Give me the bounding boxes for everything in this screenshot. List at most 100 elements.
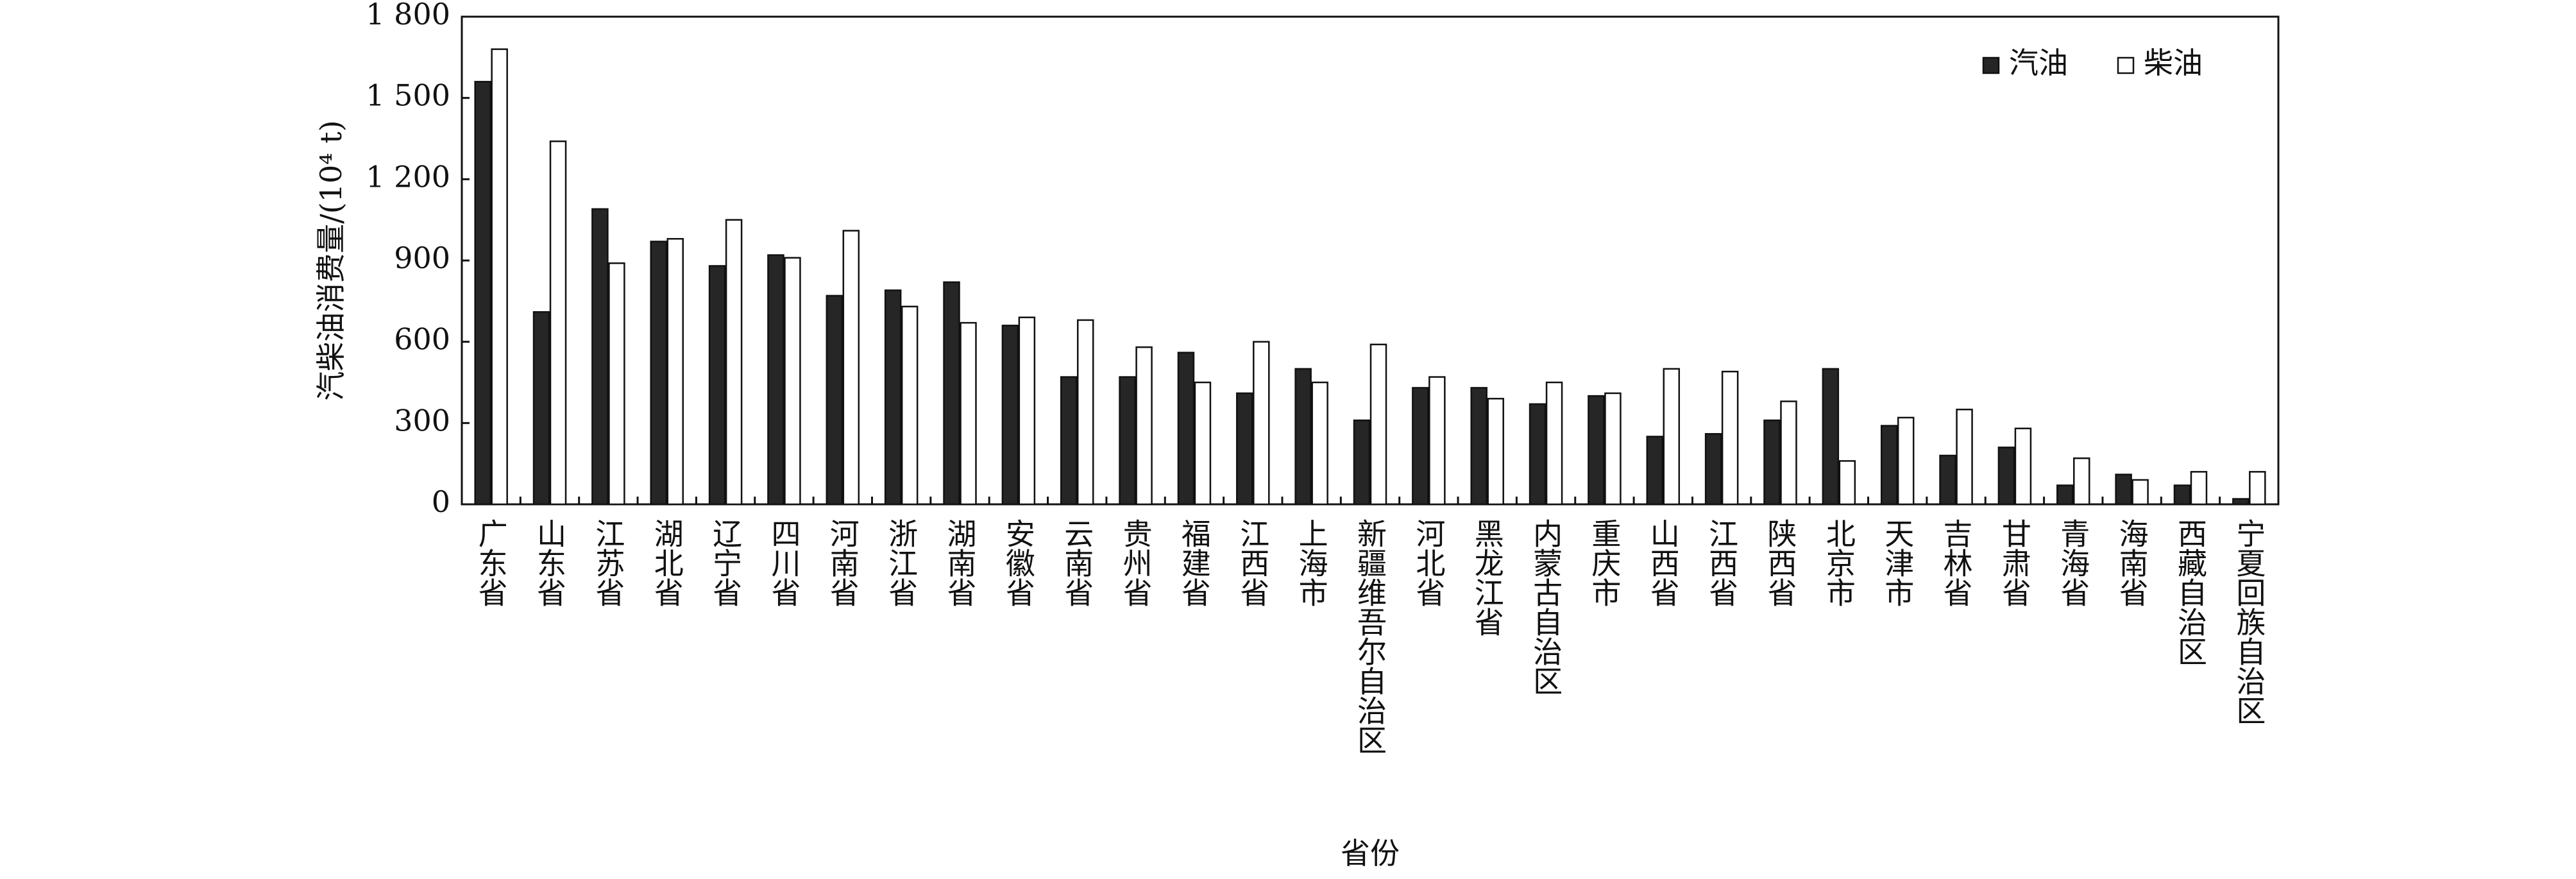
- bar: [1018, 316, 1036, 506]
- x-tick-label: 广东省: [474, 518, 509, 607]
- bar: [2115, 474, 2132, 506]
- x-tick-label: 西藏自治区: [2173, 518, 2208, 666]
- y-tick-label: 1 800: [366, 0, 450, 31]
- bar: [1997, 447, 2015, 506]
- x-tick-label: 江苏省: [591, 518, 625, 607]
- y-tick-label: 1 200: [366, 159, 450, 194]
- bar: [842, 230, 860, 506]
- bar: [650, 241, 667, 506]
- bar: [1369, 343, 1387, 506]
- y-tick-label: 1 500: [366, 78, 450, 113]
- bar: [884, 289, 902, 506]
- x-tick-label: 浙江省: [884, 518, 919, 607]
- y-tick-label: 0: [432, 484, 450, 519]
- x-axis-title: 省份: [1341, 836, 1400, 871]
- x-tick-label: 海南省: [2115, 518, 2149, 607]
- bar: [608, 262, 625, 506]
- x-tick-label: 黑龙江省: [1470, 518, 1505, 636]
- x-tick-label: 云南省: [1060, 518, 1094, 607]
- bar: [1428, 376, 1446, 506]
- bar: [2073, 457, 2090, 506]
- y-tick-label: 300: [394, 403, 450, 438]
- legend-swatch: [2117, 56, 2135, 74]
- x-tick-label: 贵州省: [1119, 518, 1153, 607]
- bar: [666, 237, 684, 506]
- x-tick-label: 宁夏回族自治区: [2232, 518, 2266, 725]
- y-tick-label: 600: [394, 322, 450, 357]
- y-axis-title: 汽柴油消费量/(10⁴ t): [314, 120, 348, 400]
- legend-swatch: [1982, 56, 2000, 74]
- bar: [725, 219, 743, 506]
- bar: [1135, 346, 1153, 506]
- bar: [1311, 381, 1328, 506]
- bar: [491, 48, 508, 506]
- bar: [1721, 370, 1739, 506]
- x-tick-label: 辽宁省: [708, 518, 743, 607]
- bar: [1294, 368, 1312, 506]
- bar: [1780, 400, 1797, 506]
- bar: [1076, 319, 1094, 506]
- bar: [1604, 392, 1622, 506]
- bar: [1412, 387, 1429, 506]
- bar: [1487, 398, 1504, 506]
- bar: [1956, 408, 1973, 506]
- x-tick-label: 新疆维吾尔自治区: [1353, 518, 1387, 755]
- bar: [1897, 416, 1915, 506]
- x-tick-label: 湖南省: [943, 518, 978, 607]
- bar: [1236, 392, 1253, 506]
- legend-label: 汽油: [2009, 46, 2068, 80]
- bar: [901, 305, 919, 506]
- bar: [532, 311, 550, 506]
- bar: [943, 281, 960, 506]
- y-tick-label: 900: [394, 241, 450, 275]
- bar: [1763, 419, 1781, 506]
- bar: [1253, 341, 1270, 506]
- legend-label: 柴油: [2144, 46, 2203, 80]
- bar: [2056, 484, 2074, 506]
- bar: [2232, 498, 2250, 506]
- bar: [1353, 419, 1371, 506]
- bar: [1646, 436, 1664, 506]
- bar: [1177, 352, 1195, 506]
- bar: [2190, 471, 2208, 506]
- bar: [549, 140, 567, 506]
- bar: [1470, 387, 1487, 506]
- bar: [2014, 427, 2032, 506]
- bar: [784, 257, 801, 506]
- x-tick-label: 重庆市: [1587, 518, 1622, 607]
- x-tick-label: 湖北省: [650, 518, 684, 607]
- bar: [1838, 460, 1856, 506]
- bar: [1545, 381, 1563, 506]
- bar: [2131, 479, 2149, 506]
- bar: [1588, 395, 1605, 506]
- bar: [1822, 368, 1840, 506]
- x-tick-label: 河南省: [826, 518, 860, 607]
- x-tick-label: 江西省: [1235, 518, 1270, 607]
- x-tick-label: 江西省: [1704, 518, 1739, 607]
- bar: [591, 208, 609, 506]
- bar: [1880, 425, 1898, 506]
- bar: [2173, 484, 2191, 506]
- x-tick-label: 山西省: [1646, 518, 1681, 607]
- x-tick-label: 陕西省: [1763, 518, 1797, 607]
- bar: [474, 81, 491, 506]
- bar: [1939, 454, 1956, 506]
- bar: [1060, 376, 1078, 506]
- x-tick-label: 内蒙古自治区: [1529, 518, 1563, 696]
- x-tick-label: 河北省: [1411, 518, 1446, 607]
- x-tick-label: 福建省: [1177, 518, 1212, 607]
- x-tick-label: 吉林省: [1939, 518, 1974, 607]
- bar: [708, 265, 726, 506]
- bar: [1194, 381, 1212, 506]
- bar: [1704, 432, 1722, 506]
- x-tick-label: 上海市: [1294, 518, 1329, 607]
- bar: [960, 321, 977, 506]
- x-tick-label: 山东省: [532, 518, 567, 607]
- x-tick-label: 安徽省: [1001, 518, 1036, 607]
- bar: [767, 254, 784, 506]
- bar: [1119, 376, 1136, 506]
- x-tick-label: 天津市: [1880, 518, 1915, 607]
- x-tick-label: 甘肃省: [1997, 518, 2032, 607]
- bar: [1663, 368, 1681, 506]
